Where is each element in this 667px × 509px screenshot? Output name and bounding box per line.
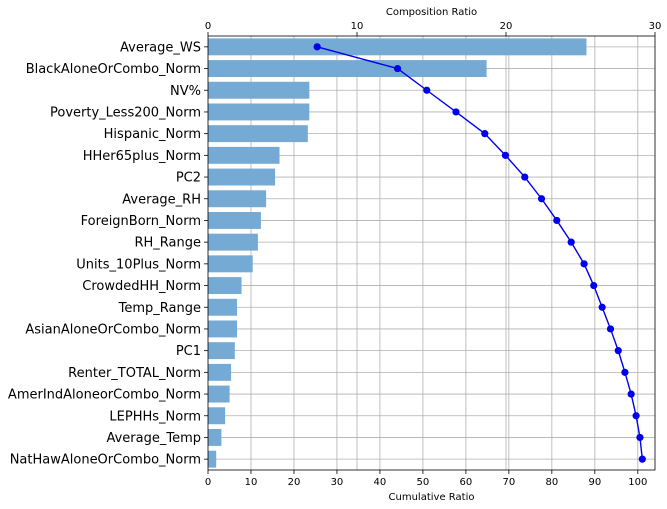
category-label: LEPHHs_Norm bbox=[109, 409, 201, 424]
cumulative-line-path bbox=[316, 46, 644, 460]
cumulative-point bbox=[632, 412, 640, 420]
category-label: NV% bbox=[170, 84, 201, 99]
bottom-tick-label: 60 bbox=[460, 477, 473, 488]
category-label: Average_Temp bbox=[106, 431, 201, 446]
bottom-tick-label: 10 bbox=[245, 477, 258, 488]
bar bbox=[208, 298, 238, 316]
bar bbox=[208, 320, 238, 338]
bottom-tick-label: 100 bbox=[628, 477, 647, 488]
category-label: Poverty_Less200_Norm bbox=[50, 105, 201, 120]
cumulative-point bbox=[590, 281, 598, 290]
bar bbox=[208, 428, 222, 446]
bar bbox=[208, 385, 230, 403]
bottom-tick-label: 20 bbox=[288, 477, 301, 488]
top-tick-label: 20 bbox=[500, 21, 513, 32]
category-label: Renter_TOTAL_Norm bbox=[68, 366, 201, 381]
bottom-tick-label: 50 bbox=[417, 477, 430, 488]
cumulative-point bbox=[452, 108, 460, 116]
cumulative-point bbox=[553, 216, 561, 225]
top-tick-label: 0 bbox=[205, 21, 211, 32]
grid-lines bbox=[208, 36, 655, 470]
bar bbox=[208, 277, 242, 295]
cumulative-point bbox=[521, 173, 529, 181]
top-tick-label: 10 bbox=[351, 21, 364, 32]
category-label: Average_RH bbox=[122, 192, 201, 207]
category-label: AsianAloneOrCombo_Norm bbox=[25, 322, 201, 337]
bars bbox=[208, 38, 587, 468]
cumulative-point bbox=[393, 64, 402, 73]
plot-frame bbox=[207, 35, 656, 471]
cumulative-point bbox=[638, 455, 646, 463]
bar bbox=[208, 363, 232, 381]
cumulative-point bbox=[481, 130, 489, 138]
cumulative-point bbox=[621, 368, 629, 376]
cumulative-point bbox=[580, 260, 588, 268]
bottom-tick-label: 40 bbox=[374, 477, 387, 488]
bottom-tick-label: 0 bbox=[205, 477, 211, 488]
category-label: ForeignBorn_Norm bbox=[81, 214, 201, 229]
cumulative-point bbox=[636, 433, 644, 442]
cumulative-point bbox=[537, 195, 546, 203]
bar bbox=[208, 38, 587, 56]
bar bbox=[208, 407, 226, 425]
cumulative-point bbox=[614, 347, 622, 355]
category-label: NatHawAloneOrCombo_Norm bbox=[10, 453, 201, 468]
category-label: CrowdedHH_Norm bbox=[82, 279, 201, 294]
bar bbox=[208, 190, 267, 208]
bottom-axis-ticks: 0 10 20 30 40 50 60 70 80 90 100 bbox=[205, 470, 647, 488]
bottom-tick-label: 80 bbox=[545, 477, 558, 488]
category-label: Hispanic_Norm bbox=[104, 127, 201, 142]
bottom-tick-label: 30 bbox=[331, 477, 344, 488]
bar bbox=[208, 81, 310, 99]
top-axis-label: Composition Ratio bbox=[386, 7, 477, 18]
category-label: Average_WS bbox=[120, 40, 201, 55]
bar bbox=[208, 60, 487, 78]
bottom-axis-label: Cumulative Ratio bbox=[389, 492, 475, 503]
bar bbox=[208, 125, 308, 143]
cumulative-point bbox=[423, 86, 431, 94]
cumulative-point bbox=[598, 303, 606, 311]
bottom-tick-label: 90 bbox=[588, 477, 601, 488]
category-label: BlackAloneOrCombo_Norm bbox=[26, 62, 201, 77]
bar bbox=[208, 103, 310, 121]
bar bbox=[208, 211, 261, 229]
cumulative-point bbox=[627, 390, 635, 398]
bar bbox=[208, 146, 280, 164]
top-axis-ticks: 0 10 20 30 bbox=[205, 21, 662, 36]
cumulative-point bbox=[313, 43, 321, 51]
bar bbox=[208, 168, 276, 186]
bar bbox=[208, 342, 235, 360]
cumulative-point bbox=[567, 238, 575, 246]
cumulative-point bbox=[606, 325, 615, 333]
bar bbox=[208, 233, 258, 251]
category-labels: Average_WS BlackAloneOrCombo_Norm NV% Pover… bbox=[8, 40, 208, 468]
bar bbox=[208, 450, 217, 468]
category-label: Temp_Range bbox=[118, 301, 201, 316]
category-label: Units_10Plus_Norm bbox=[76, 257, 201, 272]
top-tick-label: 30 bbox=[649, 21, 662, 32]
category-label: PC1 bbox=[176, 344, 201, 359]
category-label: AmerIndAloneorCombo_Norm bbox=[8, 388, 201, 403]
category-label: PC2 bbox=[176, 171, 201, 186]
cumulative-point bbox=[501, 151, 510, 159]
cumulative-line bbox=[313, 43, 646, 463]
bottom-tick-label: 70 bbox=[502, 477, 515, 488]
bar bbox=[208, 255, 253, 273]
category-label: HHer65plus_Norm bbox=[83, 149, 201, 164]
category-label: RH_Range bbox=[134, 236, 201, 251]
